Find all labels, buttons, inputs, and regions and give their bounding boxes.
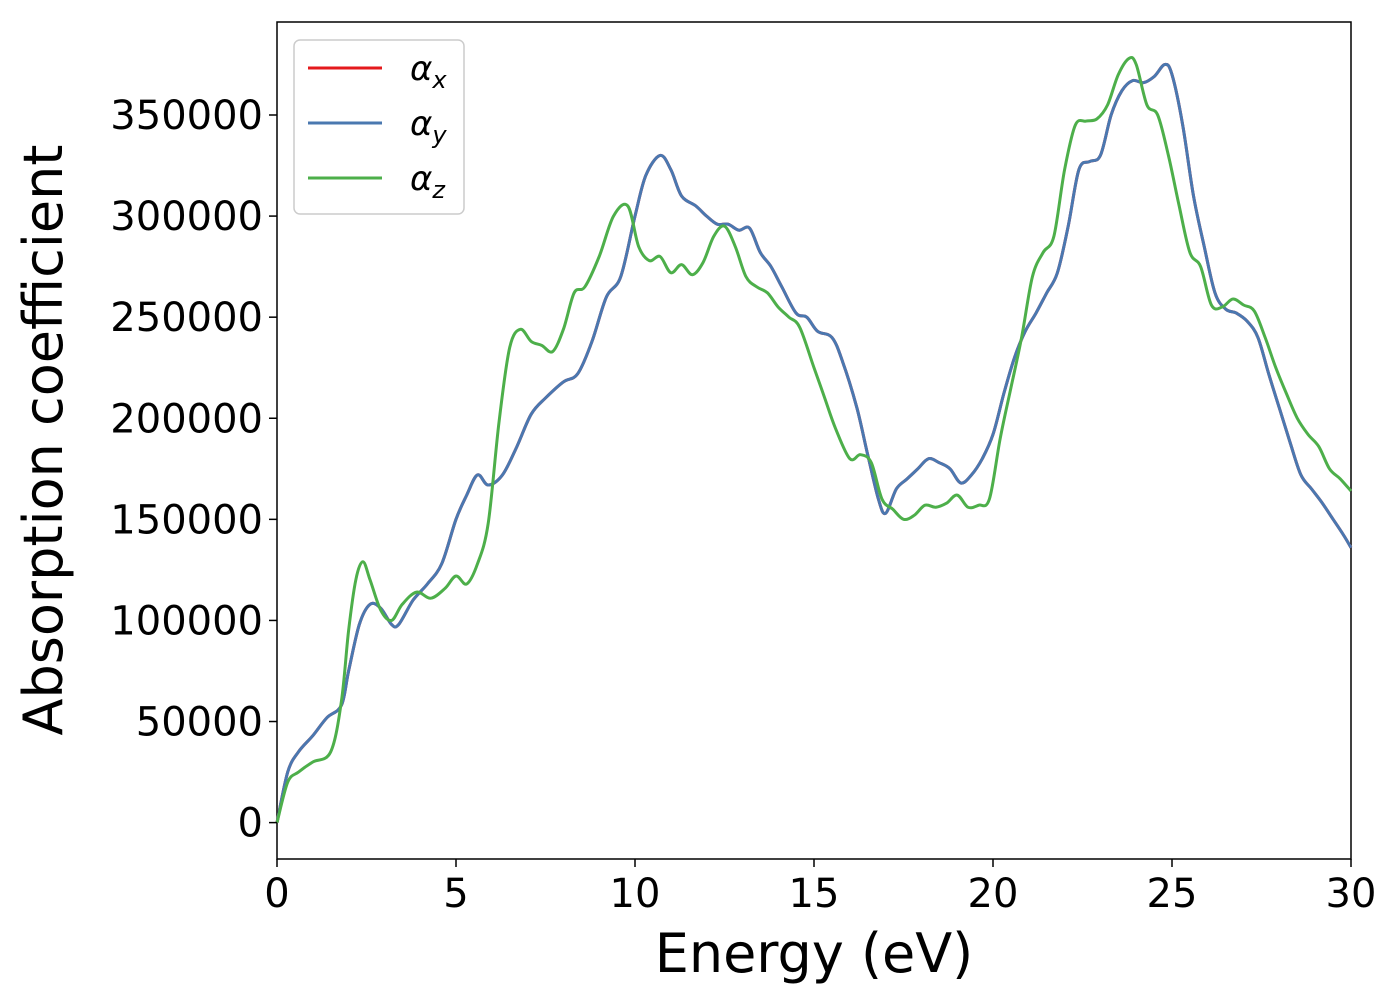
x-axis-ticks: 0 5 10 15 20 25 30: [264, 859, 1376, 917]
legend-box: [293, 39, 465, 215]
y-axis-ticks: 0 50000 100000 150000 200000 250000 300000 3500…: [110, 93, 277, 847]
y-tick-label: 150000: [110, 497, 263, 543]
y-tick-label: 0: [238, 801, 263, 847]
y-tick-label: 200000: [110, 396, 263, 442]
series-line-z: [275, 56, 1353, 823]
legend-label-x: αx: [410, 49, 447, 94]
y-axis-label: Absorption coefficient: [12, 145, 75, 736]
y-tick-label: 300000: [110, 194, 263, 240]
x-tick-label: 5: [443, 871, 468, 917]
y-tick-label: 350000: [110, 93, 263, 139]
x-tick-label: 15: [789, 871, 840, 917]
y-tick-label: 50000: [136, 700, 263, 746]
x-tick-label: 10: [610, 871, 661, 917]
x-tick-label: 30: [1326, 871, 1377, 917]
x-tick-label: 20: [968, 871, 1019, 917]
series-layer: [275, 56, 1353, 823]
legend-label-y: αy: [410, 104, 447, 149]
x-tick-label: 25: [1147, 871, 1198, 917]
legend: αx αy αz: [293, 39, 465, 215]
legend-label-z: αz: [410, 159, 446, 204]
y-tick-label: 100000: [110, 598, 263, 644]
x-tick-label: 0: [264, 871, 289, 917]
x-axis-label: Energy (eV): [655, 922, 974, 985]
y-tick-label: 250000: [110, 295, 263, 341]
series-line-y: [275, 62, 1353, 823]
